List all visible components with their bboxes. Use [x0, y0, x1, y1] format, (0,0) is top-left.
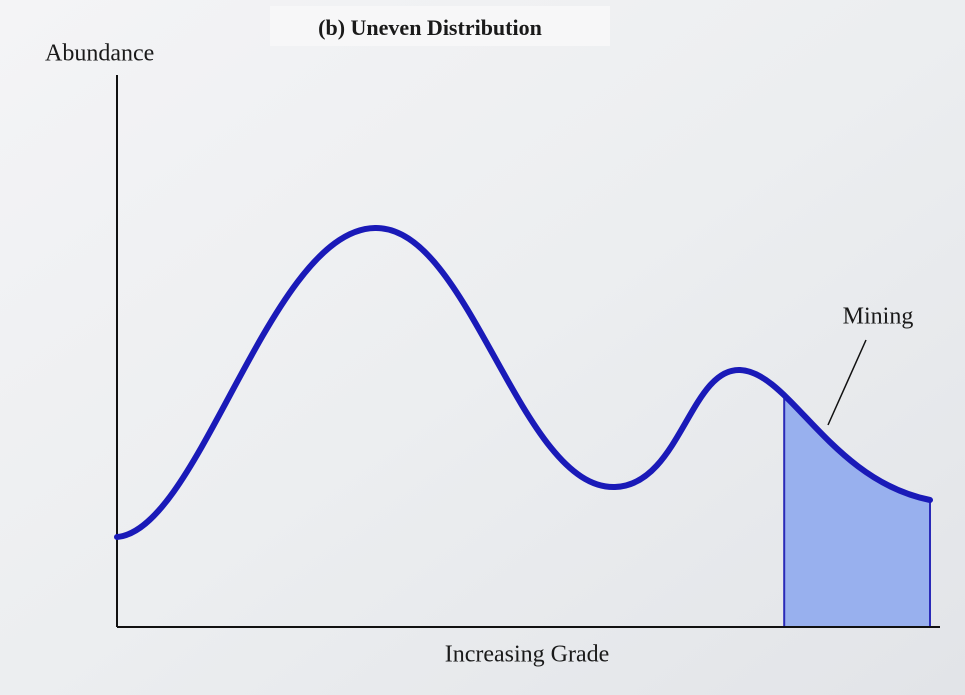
x-axis-label: Increasing Grade: [445, 642, 610, 668]
title-band: [270, 6, 610, 46]
annotation-leader: [827, 339, 867, 426]
y-axis-label: Abundance: [45, 41, 154, 67]
mining-annotation: Mining: [843, 304, 914, 330]
figure-title: (b) Uneven Distribution: [318, 15, 542, 40]
grade-distribution-curve: [114, 224, 933, 540]
